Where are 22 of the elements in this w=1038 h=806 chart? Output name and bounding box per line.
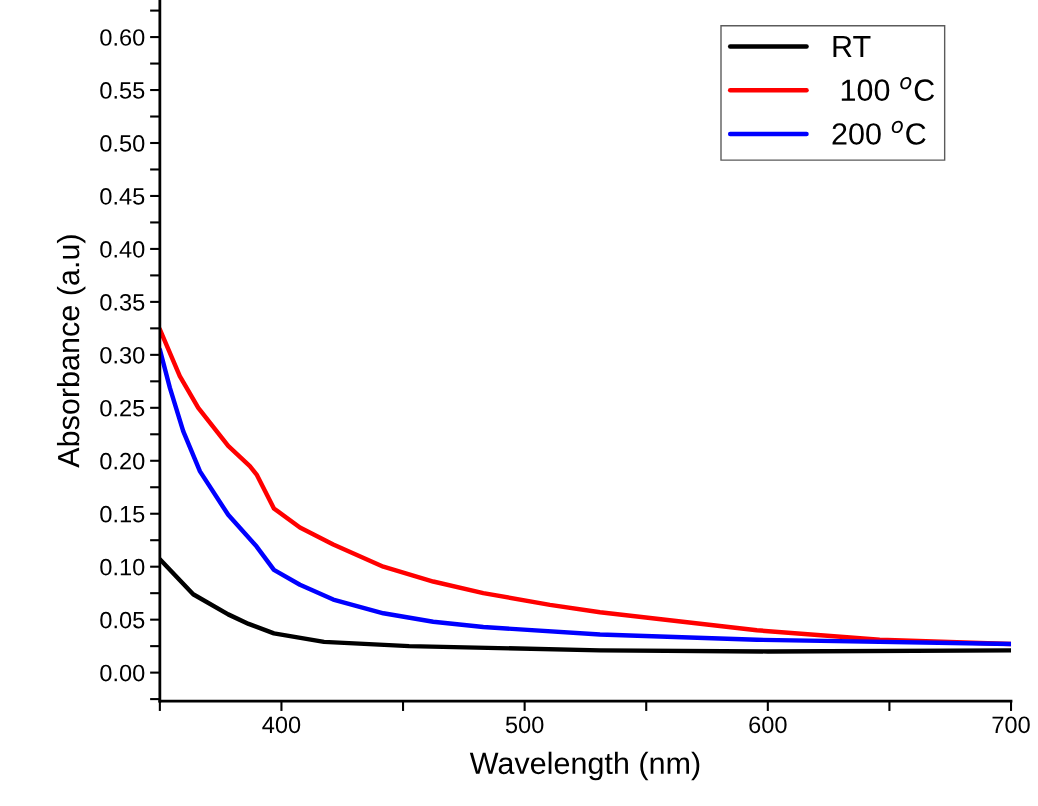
y-tick-label: 0.20 <box>100 452 145 470</box>
y-tick-label: 0.05 <box>100 611 145 629</box>
y-tick-label: 0.10 <box>100 558 145 576</box>
legend-label: RT <box>833 36 871 58</box>
x-axis-title: Wavelength (nm) <box>469 751 700 781</box>
y-tick-label: 0.50 <box>100 135 145 152</box>
y-tick-label: 0.15 <box>100 505 145 523</box>
y-tick-label: 0.55 <box>100 82 145 99</box>
x-tick-label: 700 <box>992 716 1030 734</box>
y-tick-label: 0.60 <box>100 29 145 46</box>
legend-label: 200 $^{o}$C <box>832 120 926 145</box>
y-tick-label: 0.25 <box>100 399 145 417</box>
x-tick-label: 400 <box>262 716 301 734</box>
x-tick-label: 500 <box>505 716 544 734</box>
x-tick-label: 600 <box>749 716 787 734</box>
y-axis-title: Absorbance (a.u) <box>56 235 86 468</box>
y-tick-label: 0.30 <box>100 346 145 364</box>
y-tick-label: 0.35 <box>100 293 145 311</box>
y-tick-label: 0.00 <box>100 664 145 682</box>
legend-label: 100 $^{o}$C <box>841 77 935 102</box>
y-tick-label: 0.40 <box>100 240 145 258</box>
y-tick-label: 0.45 <box>100 188 145 205</box>
